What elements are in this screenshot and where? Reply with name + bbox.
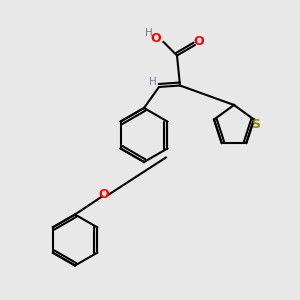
Text: H: H — [149, 76, 157, 87]
Text: H: H — [145, 28, 152, 38]
Text: O: O — [193, 35, 204, 48]
Text: S: S — [251, 118, 260, 131]
Text: O: O — [98, 188, 109, 202]
Text: O: O — [151, 32, 161, 46]
